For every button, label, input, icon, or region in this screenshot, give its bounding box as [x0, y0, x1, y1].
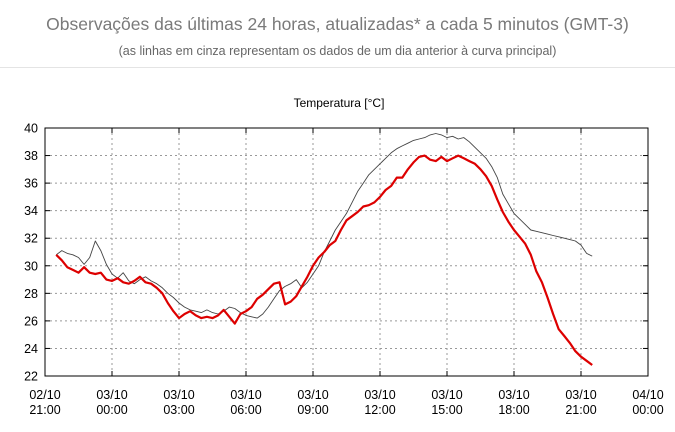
- page-subtitle: (as linhas em cinza representam os dados…: [118, 44, 557, 58]
- x-tick-date-label: 03/10: [163, 388, 194, 402]
- series-layer: [55, 133, 593, 366]
- grid: [45, 128, 648, 376]
- y-tick-label: 38: [24, 149, 38, 163]
- y-tick-label: 30: [24, 259, 38, 273]
- x-tick-time-label: 03:00: [163, 403, 194, 417]
- x-tick-date-label: 03/10: [565, 388, 596, 402]
- x-tick-time-label: 09:00: [297, 403, 328, 417]
- y-tick-label: 24: [24, 342, 38, 356]
- plot-frame: [44, 127, 649, 377]
- x-tick-time-label: 00:00: [632, 403, 663, 417]
- x-tick-date-label: 03/10: [297, 388, 328, 402]
- chart-title: Temperatura [°C]: [294, 96, 385, 110]
- x-tick-date-label: 03/10: [498, 388, 529, 402]
- x-tick-date-label: 03/10: [364, 388, 395, 402]
- x-tick-time-label: 00:00: [96, 403, 127, 417]
- x-tick-date-label: 03/10: [431, 388, 462, 402]
- x-tick-time-label: 06:00: [230, 403, 261, 417]
- y-tick-label: 40: [24, 122, 38, 136]
- y-tick-label: 26: [24, 314, 38, 328]
- page-title: Observações das últimas 24 horas, atuali…: [46, 14, 629, 34]
- y-tick-label: 36: [24, 177, 38, 191]
- current-temperature-line: [55, 154, 593, 366]
- x-tick-date-label: 03/10: [96, 388, 127, 402]
- x-tick-date-label: 04/10: [632, 388, 663, 402]
- axes: 2224262830323436384002/1021:0003/1000:00…: [24, 122, 664, 418]
- x-tick-time-label: 21:00: [29, 403, 60, 417]
- y-tick-label: 34: [24, 204, 38, 218]
- x-tick-time-label: 21:00: [565, 403, 596, 417]
- x-tick-time-label: 12:00: [364, 403, 395, 417]
- x-tick-date-label: 02/10: [29, 388, 60, 402]
- x-tick-date-label: 03/10: [230, 388, 261, 402]
- y-tick-label: 32: [24, 232, 38, 246]
- x-tick-time-label: 18:00: [498, 403, 529, 417]
- y-tick-label: 28: [24, 287, 38, 301]
- y-tick-label: 22: [24, 370, 38, 384]
- header-divider: [0, 67, 675, 68]
- x-tick-time-label: 15:00: [431, 403, 462, 417]
